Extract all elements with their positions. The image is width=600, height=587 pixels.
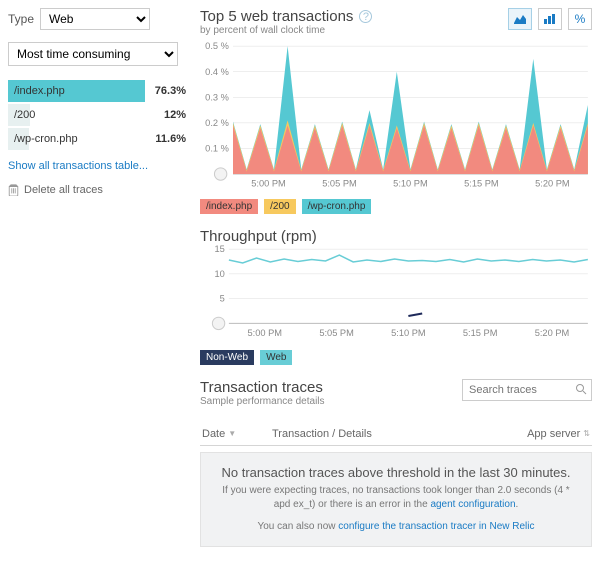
svg-text:5: 5	[220, 293, 225, 303]
delete-traces-button[interactable]: Delete all traces	[8, 184, 188, 196]
th-date[interactable]: Date▼	[202, 428, 272, 440]
legend-item[interactable]: /200	[264, 199, 295, 214]
svg-text:5:10 PM: 5:10 PM	[393, 178, 428, 188]
traces-title: Transaction traces	[200, 379, 323, 396]
transaction-list: /index.php76.3%12%/20011.6%/wp-cron.php	[8, 80, 188, 150]
svg-text:0.4 %: 0.4 %	[205, 67, 229, 77]
svg-text:0.2 %: 0.2 %	[205, 118, 229, 128]
throughput-title: Throughput (rpm)	[200, 228, 317, 245]
delete-traces-label: Delete all traces	[24, 184, 103, 196]
bar-chart-icon	[543, 13, 557, 25]
th-transaction[interactable]: Transaction / Details	[272, 428, 510, 440]
traces-subtitle: Sample performance details	[200, 396, 325, 407]
throughput-legend: Non-Web Web	[200, 350, 592, 365]
search-icon	[575, 383, 587, 398]
type-label: Type	[8, 12, 34, 26]
show-all-link[interactable]: Show all transactions table...	[8, 160, 148, 172]
configure-tracer-link[interactable]: configure the transaction tracer in New …	[338, 521, 534, 532]
svg-text:5:00 PM: 5:00 PM	[251, 178, 286, 188]
sort-select[interactable]: Most time consuming	[8, 42, 178, 66]
svg-text:10: 10	[214, 269, 224, 279]
top-web-chart: 0.5 % 0.4 % 0.3 % 0.2 % 0.1 % 5:00 PM 5:05 PM 5…	[200, 42, 592, 197]
svg-text:5:20 PM: 5:20 PM	[535, 328, 570, 338]
legend-item[interactable]: /wp-cron.php	[302, 199, 372, 214]
chart-type-bar-button[interactable]	[538, 8, 562, 30]
svg-text:5:00 PM: 5:00 PM	[248, 328, 283, 338]
svg-text:5:05 PM: 5:05 PM	[319, 328, 354, 338]
legend-item[interactable]: Non-Web	[200, 350, 254, 365]
trash-icon	[8, 184, 19, 196]
top-chart-title: Top 5 web transactions	[200, 8, 353, 25]
empty-sub-2: You can also now	[257, 521, 338, 532]
transaction-row[interactable]: /index.php76.3%	[8, 80, 188, 102]
top-chart-legend: /index.php/200/wp-cron.php	[200, 199, 592, 214]
legend-item[interactable]: /index.php	[200, 199, 258, 214]
sort-updown-icon: ⇅	[583, 429, 590, 438]
chart-type-area-button[interactable]	[508, 8, 532, 30]
throughput-chart: 15 10 5 5:00 PM 5:05 PM 5:10 PM 5:15 PM 5:20 PM	[200, 245, 592, 348]
th-app-server[interactable]: App server⇅	[510, 428, 590, 440]
sort-arrow-icon: ▼	[228, 429, 236, 438]
help-icon[interactable]: ?	[359, 10, 372, 23]
area-chart-icon	[513, 13, 527, 25]
svg-text:15: 15	[214, 245, 224, 254]
transaction-row[interactable]: 11.6%/wp-cron.php	[8, 128, 188, 150]
empty-title: No transaction traces above threshold in…	[215, 465, 577, 480]
legend-item[interactable]: Web	[260, 350, 292, 365]
type-select[interactable]: Web	[40, 8, 150, 30]
svg-text:5:15 PM: 5:15 PM	[464, 178, 499, 188]
traces-table-header: Date▼ Transaction / Details App server⇅	[200, 423, 592, 446]
svg-text:0.3 %: 0.3 %	[205, 92, 229, 102]
svg-text:0.5 %: 0.5 %	[205, 42, 229, 51]
svg-text:0.1 %: 0.1 %	[205, 144, 229, 154]
svg-text:5:15 PM: 5:15 PM	[463, 328, 498, 338]
svg-text:5:20 PM: 5:20 PM	[535, 178, 570, 188]
empty-state: No transaction traces above threshold in…	[200, 452, 592, 547]
transaction-row[interactable]: 12%/200	[8, 104, 188, 126]
chart-type-pct-button[interactable]: %	[568, 8, 592, 30]
svg-text:5:05 PM: 5:05 PM	[322, 178, 357, 188]
top-chart-subtitle: by percent of wall clock time	[200, 25, 372, 36]
svg-text:5:10 PM: 5:10 PM	[391, 328, 426, 338]
search-traces-input[interactable]	[462, 379, 592, 401]
agent-config-link[interactable]: agent configuration	[430, 499, 515, 510]
